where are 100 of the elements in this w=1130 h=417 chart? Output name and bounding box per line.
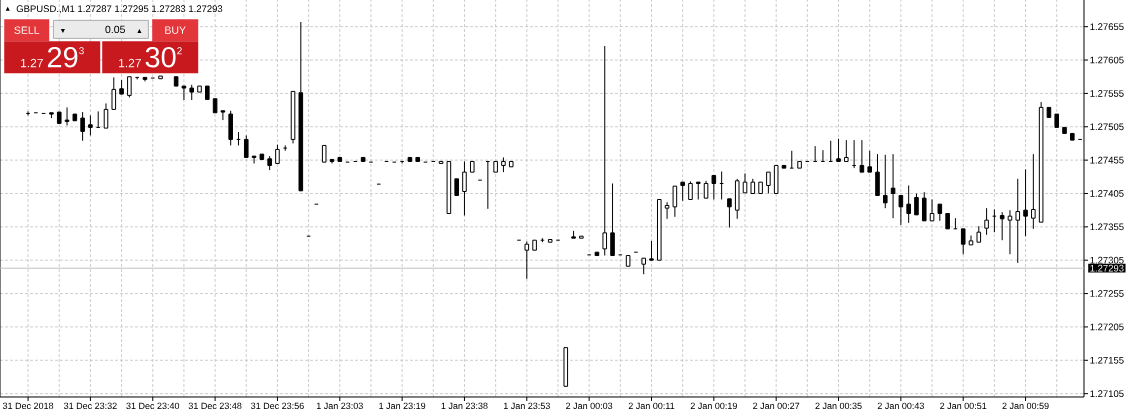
annotation: 2	[177, 47, 182, 55]
candlestick	[610, 182, 615, 257]
x-tick-label: 31 Dec 23:32	[63, 402, 117, 410]
candlestick	[828, 140, 834, 162]
y-tick-label: 1.27205	[1090, 323, 1124, 331]
x-tick-label: 1 Jan 23:19	[379, 402, 426, 410]
annotation: 1.27	[119, 58, 141, 68]
candlestick	[867, 150, 872, 173]
candlestick	[649, 240, 654, 261]
candlestick	[945, 213, 950, 230]
x-tick-label: 31 Dec 23:48	[188, 402, 242, 410]
candlestick	[64, 106, 70, 126]
candlestick	[882, 154, 888, 209]
candlestick	[158, 75, 163, 80]
candlestick	[438, 160, 444, 164]
candlestick	[532, 239, 537, 251]
x-tick-label: 2 Jan 00:11	[628, 402, 675, 410]
candlestick	[859, 139, 865, 173]
y-tick-label: 1.27405	[1090, 190, 1124, 197]
x-tick-label: 2 Jan 00:03	[566, 402, 613, 410]
candlestick	[999, 211, 1005, 241]
candlestick	[103, 102, 109, 129]
y-tick-label: 1.27505	[1090, 123, 1124, 131]
candlestick	[454, 178, 459, 196]
x-tick-label: 1 Jan 23:03	[316, 402, 363, 410]
candlestick	[976, 225, 982, 243]
annotation: 29	[47, 46, 78, 68]
candlestick	[851, 139, 857, 169]
candlestick	[243, 134, 249, 158]
candlestick	[181, 85, 187, 101]
candlestick	[1062, 126, 1067, 134]
x-tick-label: 2 Jan 00:43	[877, 402, 924, 410]
candlestick	[321, 144, 327, 163]
candlestick	[1023, 168, 1028, 237]
y-tick-label: 1.27655	[1090, 23, 1124, 31]
x-tick-label: 2 Jan 00:59	[1002, 402, 1049, 410]
candlestick	[1015, 178, 1021, 264]
candlestick	[329, 158, 335, 164]
x-tick-label: 2 Jan 00:51	[940, 402, 987, 410]
y-tick-label: 1.27305	[1090, 256, 1124, 264]
candlestick	[1038, 101, 1044, 223]
candlestick	[1031, 153, 1036, 230]
candlestick	[789, 150, 795, 169]
candlestick	[72, 113, 78, 122]
y-tick-label: 1.27455	[1090, 156, 1124, 164]
annotation: 3	[79, 47, 84, 55]
candlestick	[399, 160, 405, 164]
candlestick	[205, 85, 210, 100]
candlestick	[914, 192, 919, 216]
candlestick	[711, 174, 717, 200]
candlestick	[773, 164, 779, 194]
candlestick	[337, 156, 343, 162]
candlestick	[173, 76, 179, 87]
candlestick	[672, 185, 678, 218]
candlestick	[1054, 113, 1060, 128]
candlestick	[836, 138, 841, 162]
candlestick	[625, 255, 631, 267]
candlestick	[197, 85, 202, 93]
candlestick	[898, 194, 904, 226]
y-tick-label: 1.27355	[1090, 223, 1124, 231]
candlestick	[703, 180, 709, 199]
y-tick-label: 1.27605	[1090, 56, 1124, 64]
candlestick	[508, 160, 514, 168]
annotation: BUY	[165, 26, 186, 34]
candlestick	[937, 203, 943, 222]
candlestick	[259, 153, 265, 160]
candlestick	[844, 139, 849, 162]
candlestick	[485, 160, 491, 210]
annotation: 1.27	[21, 58, 43, 68]
candlestick	[360, 156, 366, 162]
candlestick	[415, 156, 420, 162]
candlestick	[1070, 132, 1075, 141]
candlestick	[212, 98, 218, 114]
candlestick	[220, 110, 226, 121]
y-tick-label: 1.27105	[1090, 390, 1124, 398]
chart-title: GBPUSD.,M1 1.27287 1.27295 1.27283 1.27293	[16, 5, 223, 14]
candlestick	[781, 164, 787, 169]
candlestick	[688, 180, 693, 200]
candlestick	[695, 181, 701, 200]
annotation: 30	[145, 46, 176, 68]
candlestick	[407, 156, 413, 162]
candlestick	[142, 76, 148, 82]
candlestick	[251, 155, 257, 164]
candlestick	[563, 347, 569, 387]
candlestick	[547, 239, 553, 243]
candlestick	[968, 235, 974, 246]
y-tick-label: 1.27155	[1090, 356, 1124, 364]
y-tick-label: 1.27555	[1090, 90, 1124, 97]
x-tick-label: 1 Jan 23:53	[503, 402, 550, 410]
candlestick	[95, 110, 101, 128]
annotation: SELL	[14, 26, 40, 34]
candlestick	[462, 160, 467, 217]
x-tick-label: 1 Jan 23:38	[441, 402, 488, 410]
candlestick	[890, 153, 896, 219]
candlestick	[758, 181, 763, 194]
candlestick	[111, 76, 117, 110]
candlestick	[797, 160, 802, 169]
x-tick-label: 31 Dec 23:56	[251, 402, 304, 410]
candlestick	[906, 184, 911, 224]
x-tick-label: 31 Dec 23:40	[126, 402, 180, 410]
